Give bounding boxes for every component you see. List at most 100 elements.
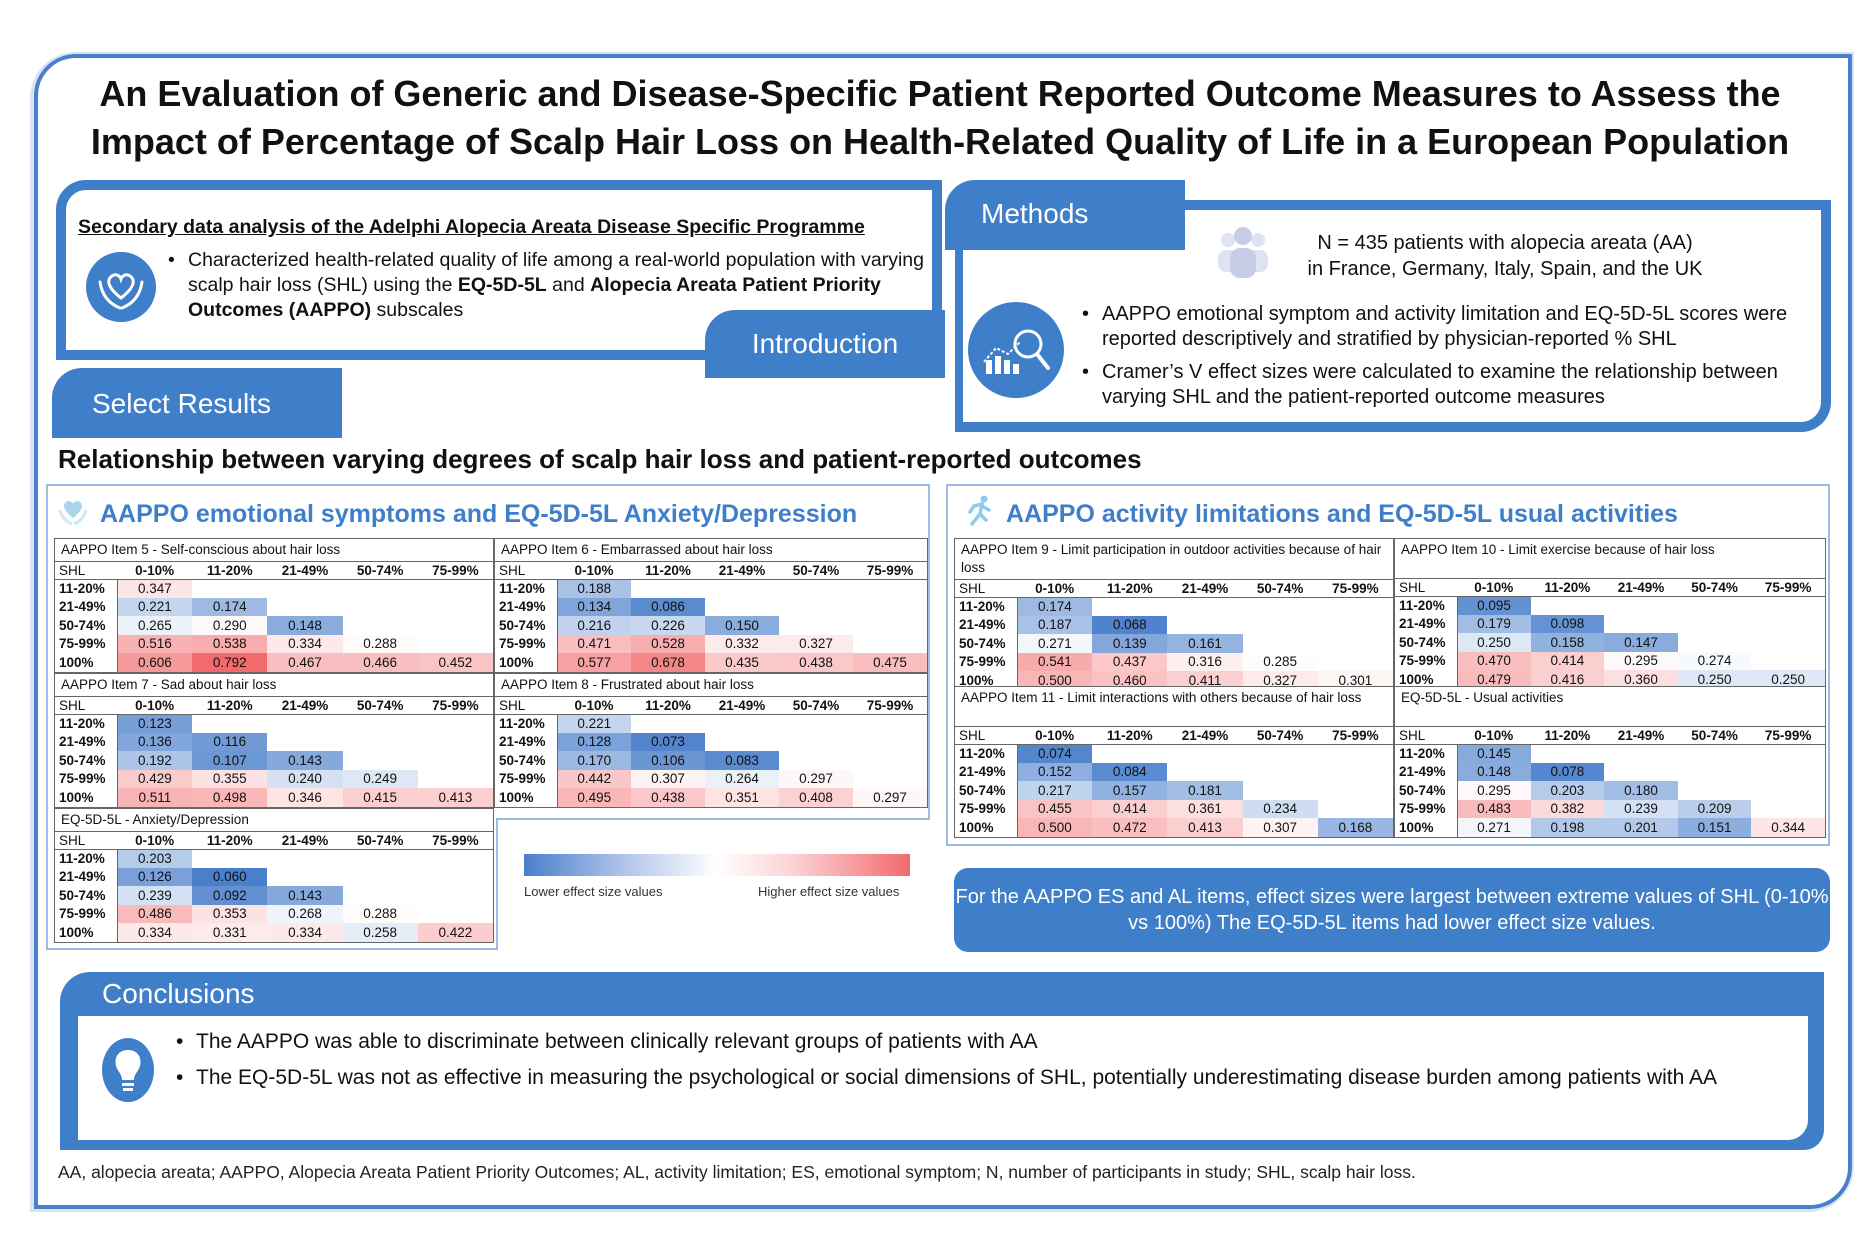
column-header: SHL xyxy=(55,832,117,850)
effect-size-cell: 0.334 xyxy=(267,634,343,653)
empty-cell xyxy=(853,733,927,752)
effect-size-cell: 0.295 xyxy=(1604,651,1678,670)
empty-cell xyxy=(1604,596,1678,615)
empty-cell xyxy=(1604,763,1678,782)
effect-size-cell: 0.498 xyxy=(192,788,268,807)
effect-size-cell: 0.174 xyxy=(192,597,268,616)
column-header: 11-20% xyxy=(631,697,705,715)
column-header: 75-99% xyxy=(1751,727,1825,745)
empty-cell xyxy=(1318,597,1393,616)
effect-size-table-item5: AAPPO Item 5 - Self-conscious about hair… xyxy=(54,538,494,673)
legend-low-label: Lower effect size values xyxy=(524,884,663,899)
column-header: SHL xyxy=(955,727,1017,745)
row-header: 21-49% xyxy=(955,615,1018,634)
table-row: 100% 0.500 0.460 0.411 0.327 0.301 xyxy=(955,671,1393,690)
effect-size-cell: 0.361 xyxy=(1167,799,1243,818)
empty-cell xyxy=(267,733,342,752)
effect-size-cell: 0.086 xyxy=(631,597,705,616)
effect-size-table-item8: AAPPO Item 8 - Frustrated about hair los… xyxy=(494,673,928,808)
empty-cell xyxy=(1167,744,1242,763)
table-caption: AAPPO Item 5 - Self-conscious about hair… xyxy=(55,539,493,562)
empty-cell xyxy=(779,751,853,770)
column-header: 21-49% xyxy=(267,697,343,715)
effect-size-cell: 0.301 xyxy=(1317,671,1393,690)
empty-cell xyxy=(705,579,779,598)
effect-size-cell: 0.139 xyxy=(1092,634,1168,653)
effect-size-cell: 0.334 xyxy=(267,923,343,942)
column-header: 11-20% xyxy=(192,832,268,850)
effect-size-cell: 0.606 xyxy=(117,653,193,672)
effect-size-cell: 0.264 xyxy=(705,769,779,788)
column-header: 50-74% xyxy=(342,562,418,580)
empty-cell xyxy=(1604,744,1678,763)
effect-size-cell: 0.297 xyxy=(853,788,927,807)
column-header: 75-99% xyxy=(853,562,927,580)
effect-size-cell: 0.068 xyxy=(1092,615,1168,634)
effect-size-cell: 0.541 xyxy=(1017,652,1093,671)
row-header: 21-49% xyxy=(495,597,558,616)
table-row: 11-20% 0.174 xyxy=(955,597,1393,616)
table-row: 75-99% 0.483 0.382 0.239 0.209 xyxy=(1395,799,1825,819)
table-row: 21-49% 0.148 0.078 xyxy=(1395,762,1825,782)
empty-cell xyxy=(1318,763,1393,782)
row-header: 75-99% xyxy=(495,769,558,788)
effect-size-cell: 0.414 xyxy=(1530,651,1605,670)
effect-size-cell: 0.152 xyxy=(1017,762,1093,781)
column-header: 21-49% xyxy=(1604,579,1678,597)
column-header: SHL xyxy=(55,697,117,715)
row-header: 50-74% xyxy=(495,751,558,770)
empty-cell xyxy=(1678,781,1752,800)
table-row: 50-74% 0.217 0.157 0.181 xyxy=(955,781,1393,800)
row-header: 100% xyxy=(1395,670,1458,689)
effect-size-cell: 0.203 xyxy=(1530,781,1605,800)
table-caption: AAPPO Item 6 - Embarrassed about hair lo… xyxy=(495,539,927,562)
table-row: 50-74% 0.250 0.158 0.147 xyxy=(1395,633,1825,652)
effect-size-cell: 0.346 xyxy=(267,788,343,807)
empty-cell xyxy=(1751,800,1825,819)
effect-size-cell: 0.344 xyxy=(1751,818,1825,837)
effect-size-cell: 0.148 xyxy=(267,616,343,635)
effect-size-cell: 0.353 xyxy=(192,904,268,923)
table-row: 100% 0.495 0.438 0.351 0.408 0.297 xyxy=(495,788,927,807)
conclusions-bullets: The AAPPO was able to discriminate betwe… xyxy=(172,1028,1792,1100)
effect-size-cell: 0.158 xyxy=(1530,633,1605,652)
empty-cell xyxy=(779,616,853,635)
effect-size-cell: 0.268 xyxy=(267,904,343,923)
row-header: 75-99% xyxy=(1395,799,1458,818)
table-row: 50-74% 0.192 0.107 0.143 xyxy=(55,751,493,770)
effect-size-cell: 0.528 xyxy=(631,634,705,653)
effect-size-cell: 0.060 xyxy=(192,867,268,886)
table-row: 21-49% 0.179 0.098 xyxy=(1395,614,1825,634)
effect-size-cell: 0.074 xyxy=(1017,744,1093,763)
empty-cell xyxy=(267,579,342,598)
empty-cell xyxy=(343,598,418,617)
effect-size-cell: 0.678 xyxy=(631,653,705,672)
effect-size-cell: 0.168 xyxy=(1317,818,1393,837)
row-header: 11-20% xyxy=(495,714,558,733)
effect-size-cell: 0.438 xyxy=(631,788,705,807)
table-row: 75-99% 0.516 0.538 0.334 0.288 xyxy=(55,634,493,653)
empty-cell xyxy=(343,868,418,887)
results-heading: Relationship between varying degrees of … xyxy=(58,444,1142,474)
empty-cell xyxy=(1751,652,1825,671)
effect-size-cell: 0.265 xyxy=(117,616,193,635)
effect-size-cell: 0.092 xyxy=(192,886,268,905)
effect-size-cell: 0.382 xyxy=(1530,799,1605,818)
table-row: 50-74% 0.265 0.290 0.148 xyxy=(55,616,493,635)
table-caption: AAPPO Item 7 - Sad about hair loss xyxy=(55,674,493,697)
empty-cell xyxy=(1531,744,1605,763)
empty-cell xyxy=(1092,597,1167,616)
row-header: 50-74% xyxy=(955,634,1018,653)
empty-cell xyxy=(1751,615,1825,634)
table-row: 50-74% 0.216 0.226 0.150 xyxy=(495,616,927,635)
introduction-bullet: Characterized health-related quality of … xyxy=(164,248,924,323)
effect-size-cell: 0.466 xyxy=(342,653,418,672)
effect-size-cell: 0.297 xyxy=(779,769,853,788)
effect-size-cell: 0.188 xyxy=(557,579,631,598)
row-header: 100% xyxy=(495,788,558,807)
effect-size-cell: 0.250 xyxy=(1677,670,1752,689)
column-header: 75-99% xyxy=(1317,580,1393,598)
empty-cell xyxy=(1167,763,1242,782)
effect-size-cell: 0.483 xyxy=(1457,799,1531,818)
empty-cell xyxy=(343,616,418,635)
